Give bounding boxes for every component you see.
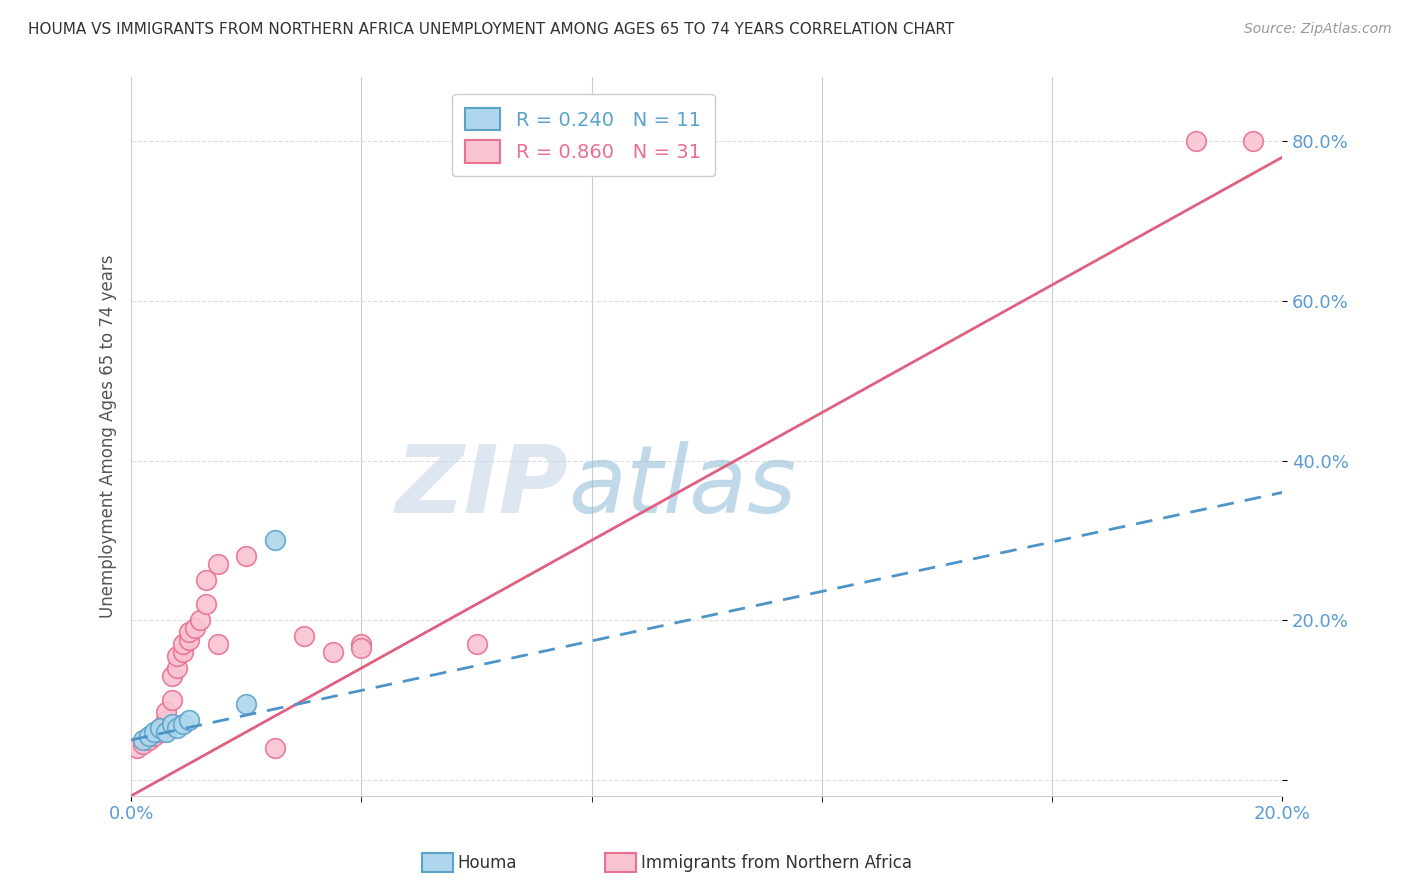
Point (188, 613, 211, 627)
Text: Source: ZipAtlas.com: Source: ZipAtlas.com (1244, 22, 1392, 37)
Point (149, 721, 172, 735)
Point (1185, 134, 1208, 148)
Point (292, 629, 315, 643)
Point (155, 725, 177, 739)
Point (235, 697, 257, 711)
Point (177, 713, 200, 727)
Point (264, 740, 287, 755)
Point (149, 721, 172, 735)
Point (166, 721, 188, 735)
Point (149, 725, 172, 739)
Point (138, 732, 160, 747)
Point (235, 549, 257, 564)
Point (172, 645, 194, 659)
Point (132, 737, 155, 751)
Point (166, 661, 188, 675)
Text: Houma: Houma (457, 854, 516, 871)
Point (183, 621, 205, 635)
Point (465, 637, 488, 651)
Point (143, 729, 166, 743)
Point (143, 725, 166, 739)
Point (138, 729, 160, 743)
Text: atlas: atlas (568, 442, 797, 533)
Point (322, 645, 344, 659)
Point (177, 625, 200, 640)
Text: ZIP: ZIP (395, 441, 568, 533)
Point (160, 669, 183, 683)
Point (207, 637, 229, 651)
Point (132, 732, 155, 747)
Point (350, 637, 373, 651)
Legend: R = 0.240   N = 11, R = 0.860   N = 31: R = 0.240 N = 11, R = 0.860 N = 31 (451, 95, 714, 177)
Point (172, 637, 194, 651)
Point (195, 574, 218, 588)
Point (172, 717, 194, 731)
Text: HOUMA VS IMMIGRANTS FROM NORTHERN AFRICA UNEMPLOYMENT AMONG AGES 65 TO 74 YEARS : HOUMA VS IMMIGRANTS FROM NORTHERN AFRICA… (28, 22, 955, 37)
Point (264, 533, 287, 548)
Text: Immigrants from Northern Africa: Immigrants from Northern Africa (641, 854, 912, 871)
Point (1241, 134, 1264, 148)
Point (155, 705, 177, 719)
Y-axis label: Unemployment Among Ages 65 to 74 years: Unemployment Among Ages 65 to 74 years (100, 255, 117, 618)
Point (166, 649, 188, 664)
Point (125, 740, 148, 755)
Point (177, 633, 200, 648)
Point (155, 713, 177, 727)
Point (195, 597, 218, 611)
Point (207, 558, 229, 572)
Point (160, 717, 183, 731)
Point (350, 641, 373, 656)
Point (160, 693, 183, 707)
